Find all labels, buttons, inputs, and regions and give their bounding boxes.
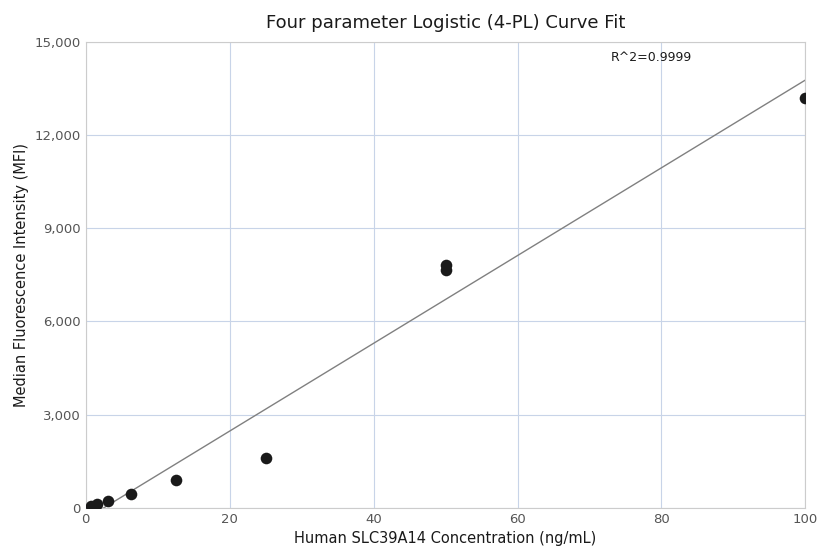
- X-axis label: Human SLC39A14 Concentration (ng/mL): Human SLC39A14 Concentration (ng/mL): [295, 531, 597, 546]
- Point: [169, 475, 182, 484]
- Point: [85, 502, 98, 511]
- Y-axis label: Median Fluorescence Intensity (MFI): Median Fluorescence Intensity (MFI): [14, 143, 29, 407]
- Point: [438, 261, 452, 270]
- Title: Four parameter Logistic (4-PL) Curve Fit: Four parameter Logistic (4-PL) Curve Fit: [266, 14, 625, 32]
- Point: [124, 490, 137, 499]
- Point: [438, 265, 452, 274]
- Text: R^2=0.9999: R^2=0.9999: [612, 50, 692, 63]
- Point: [90, 500, 103, 508]
- Point: [799, 93, 812, 102]
- Point: [259, 454, 272, 463]
- Point: [102, 496, 115, 505]
